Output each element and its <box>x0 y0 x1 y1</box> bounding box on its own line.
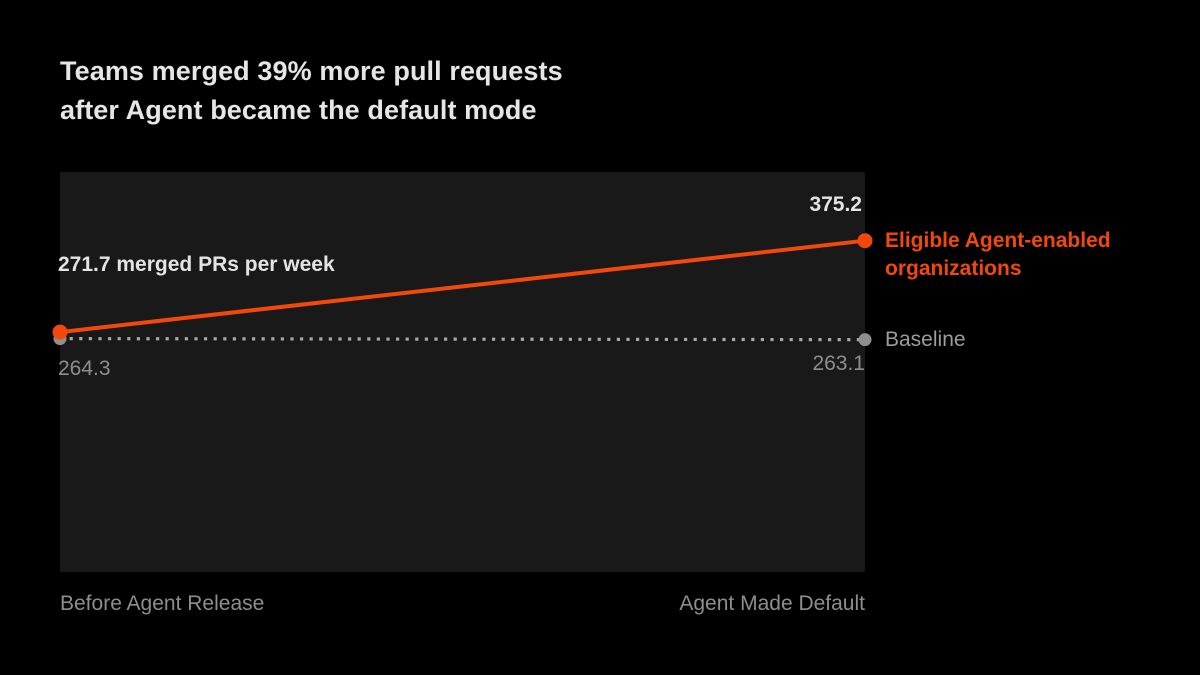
legend-agent-line2: organizations <box>885 257 1022 280</box>
legend-baseline-series: Baseline <box>885 328 966 351</box>
legend-agent-line1: Eligible Agent-enabled <box>885 229 1111 252</box>
legend-agent-series: Eligible Agent-enabled organizations <box>885 227 1111 283</box>
plot-area <box>60 172 865 572</box>
chart-title: Teams merged 39% more pull requests afte… <box>60 52 563 130</box>
baseline-start-value-label: 264.3 <box>58 357 111 380</box>
agent-end-value-label: 375.2 <box>809 193 862 216</box>
chart-title-line1: Teams merged 39% more pull requests <box>60 56 563 86</box>
baseline-end-value-label: 263.1 <box>812 352 865 375</box>
x-axis-label-after: Agent Made Default <box>679 592 865 615</box>
x-axis-label-before: Before Agent Release <box>60 592 265 615</box>
agent-start-value-label: 271.7 merged PRs per week <box>58 253 335 276</box>
chart-title-line2: after Agent became the default mode <box>60 95 537 125</box>
